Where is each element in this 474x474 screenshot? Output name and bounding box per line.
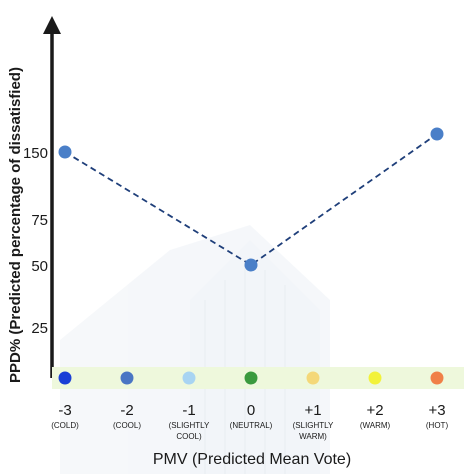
y-tick-label: 50 [31,258,48,275]
x-tick-value: +3 [428,402,445,419]
x-tick-sublabel: (SLIGHTLY [169,421,210,430]
x-tick-sublabel: (WARM) [360,421,391,430]
ppd-data-point [430,127,444,141]
pmv-scale-dot [244,371,258,385]
pmv-scale-dots [58,371,444,385]
x-tick-sublabel: (NEUTRAL) [230,421,273,430]
x-tick-value: -2 [120,402,133,419]
ppd-series-line [64,133,438,267]
pmv-scale-dot [306,371,320,385]
pmv-scale-dot [58,371,72,385]
y-tick-labels: 150 75 50 25 [23,145,48,337]
x-tick-value: 0 [247,402,255,419]
pmv-scale-dot [120,371,134,385]
x-tick-sublabel: (COOL) [113,421,141,430]
y-axis-title: PPD% (Predicted percentage of dissatisfi… [7,67,24,383]
y-tick-label: 25 [31,320,48,337]
x-tick-sublabel: (HOT) [426,421,449,430]
x-tick-value: +1 [304,402,321,419]
x-tick-sublabel: (COLD) [51,421,79,430]
x-axis-title: PMV (Predicted Mean Vote) [153,451,351,468]
x-tick-sublabel: (SLIGHTLY [293,421,334,430]
pmv-scale-band [52,367,464,389]
x-tick-value: +2 [366,402,383,419]
ppd-data-point [58,145,72,159]
pmv-scale-dot [182,371,196,385]
y-axis-arrow [43,16,61,34]
x-tick-value: -1 [182,402,195,419]
x-tick-value: -3 [58,402,71,419]
y-tick-label: 150 [23,145,48,162]
pmv-scale-dot [368,371,382,385]
ppd-series [58,127,444,272]
pmv-scale-dot [430,371,444,385]
background-building [60,225,330,474]
ppd-data-point [244,258,258,272]
y-tick-label: 75 [31,212,48,229]
x-tick-sublabel-line2: COOL) [176,432,202,441]
x-tick-labels: -3 (COLD) -2 (COOL) -1 (SLIGHTLY COOL) 0 (NEUTRA… [51,402,448,441]
x-tick-sublabel-line2: WARM) [299,432,327,441]
